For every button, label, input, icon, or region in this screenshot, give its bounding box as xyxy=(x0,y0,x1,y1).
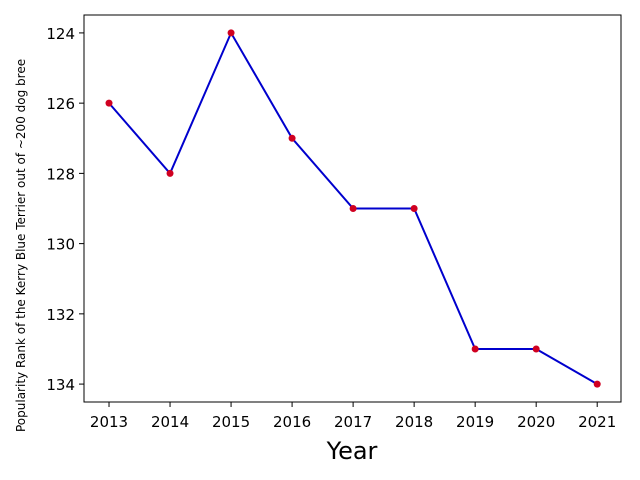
axes-frame xyxy=(83,14,622,403)
marker xyxy=(349,205,357,212)
x-axis-label: Year xyxy=(326,437,378,465)
x-tick-label: 2015 xyxy=(212,413,250,431)
x-tick-label: 2017 xyxy=(334,413,372,431)
y-tick-label: 132 xyxy=(46,306,75,324)
marker xyxy=(471,345,479,353)
marker xyxy=(593,380,601,388)
x-tick-label: 2020 xyxy=(517,413,555,431)
y-tick-label: 130 xyxy=(46,236,75,254)
x-tick-label: 2021 xyxy=(578,413,616,431)
x-tick-label: 2016 xyxy=(273,413,311,431)
y-tick-label: 126 xyxy=(46,95,75,113)
y-tick-label: 124 xyxy=(46,25,75,43)
x-tick-label: 2018 xyxy=(395,413,433,431)
marker xyxy=(227,29,235,37)
x-tick-label: 2013 xyxy=(90,413,128,431)
marker xyxy=(166,169,174,177)
x-tick-label: 2014 xyxy=(151,413,189,431)
marker xyxy=(410,205,418,212)
marker xyxy=(105,99,113,107)
x-tick-label: 2019 xyxy=(456,413,494,431)
y-axis-label: Popularity Rank of the Kerry Blue Terrie… xyxy=(14,59,28,432)
marker xyxy=(532,345,540,353)
y-tick-label: 134 xyxy=(46,376,75,394)
y-tick-label: 128 xyxy=(46,165,75,183)
marker xyxy=(288,134,296,142)
